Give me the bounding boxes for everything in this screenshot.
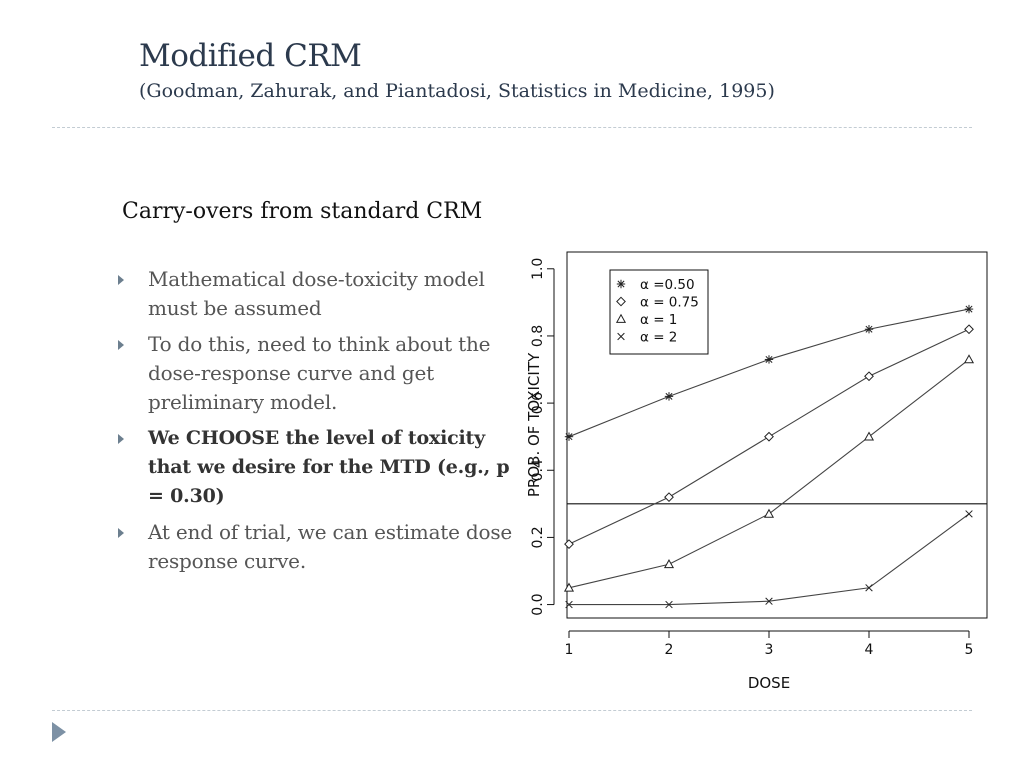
section-heading: Carry-overs from standard CRM (122, 199, 483, 224)
data-point (964, 304, 974, 314)
series (564, 304, 974, 441)
data-point (664, 492, 674, 503)
data-point (763, 508, 775, 518)
bullet-arrow-icon (118, 275, 124, 285)
bullet-text: To do this, need to think about the dose… (148, 332, 491, 414)
x-tick-label: 3 (765, 642, 774, 658)
series-line (569, 513, 970, 606)
data-point (615, 313, 627, 323)
data-point (664, 392, 674, 401)
bullet-list: Mathematical dose-toxicity model must be… (118, 265, 528, 583)
series-layer (563, 304, 975, 609)
data-point (563, 582, 575, 592)
data-point (963, 354, 975, 364)
play-arrow-icon[interactable] (52, 722, 66, 742)
bullet-arrow-icon (118, 340, 124, 350)
series (564, 324, 974, 550)
data-point (864, 325, 874, 334)
data-point (764, 431, 774, 442)
x-tick-label: 4 (865, 642, 874, 658)
data-point (665, 600, 673, 609)
x-axis-label: DOSE (748, 674, 790, 692)
toxicity-chart: 1 2 3 4 50.00.20.40.60.81.0 α =0.50α = 0.75α… (525, 251, 988, 692)
y-tick-label: 1.0 (530, 258, 546, 280)
data-point (616, 279, 626, 289)
legend-label: α =0.50 (640, 277, 695, 293)
y-tick-label: 0.8 (530, 325, 546, 347)
series-line (568, 359, 970, 589)
bullet-text: At end of trial, we can estimate dose re… (148, 520, 513, 573)
legend-label: α = 1 (640, 312, 677, 328)
data-point (564, 432, 574, 441)
y-tick-label: 0.2 (530, 526, 546, 548)
data-point (964, 324, 974, 335)
bullet-item: At end of trial, we can estimate dose re… (118, 518, 528, 576)
bottom-divider (52, 710, 972, 711)
legend-box (609, 269, 709, 355)
legend: α =0.50 α = 0.75α = 1 α = 2 (609, 269, 709, 355)
series (565, 510, 973, 609)
y-axis-label: PROB. OF TOXICITY (525, 352, 543, 497)
y-tick-label: 0.0 (530, 593, 546, 615)
legend-label: α = 0.75 (640, 295, 699, 311)
data-point (565, 600, 573, 609)
data-point (764, 355, 774, 364)
slide-subtitle: (Goodman, Zahurak, and Piantadosi, Stati… (139, 80, 775, 102)
data-point (965, 510, 973, 518)
data-point (616, 296, 626, 307)
data-point (865, 584, 873, 592)
data-point (765, 597, 773, 605)
data-point (863, 431, 875, 441)
bullet-text: We CHOOSE the level of toxicity that we … (148, 427, 510, 507)
top-divider (52, 127, 972, 128)
x-tick-label: 2 (665, 642, 674, 658)
data-point (564, 539, 574, 550)
slide-title: Modified CRM (139, 38, 362, 74)
y-tick-label: 0.4 (530, 459, 546, 481)
axes: 1 2 3 4 5 0.0 0.2 0.4 0.6 0.8 1.0 (530, 258, 987, 658)
y-tick-label: 0.6 (530, 392, 546, 414)
bullet-item: Mathematical dose-toxicity model must be… (118, 265, 528, 323)
bullet-item: We CHOOSE the level of toxicity that we … (118, 424, 528, 511)
x-tick-label: 5 (965, 642, 974, 658)
series (563, 354, 975, 592)
bullet-text: Mathematical dose-toxicity model must be… (148, 267, 485, 320)
bullet-item: To do this, need to think about the dose… (118, 330, 528, 417)
bullet-arrow-icon (118, 528, 124, 538)
legend-label: α = 2 (640, 330, 677, 346)
x-tick-label: 1 (565, 642, 574, 658)
data-point (663, 559, 675, 569)
data-point (864, 371, 874, 382)
bullet-arrow-icon (118, 434, 124, 444)
data-point (617, 332, 625, 341)
